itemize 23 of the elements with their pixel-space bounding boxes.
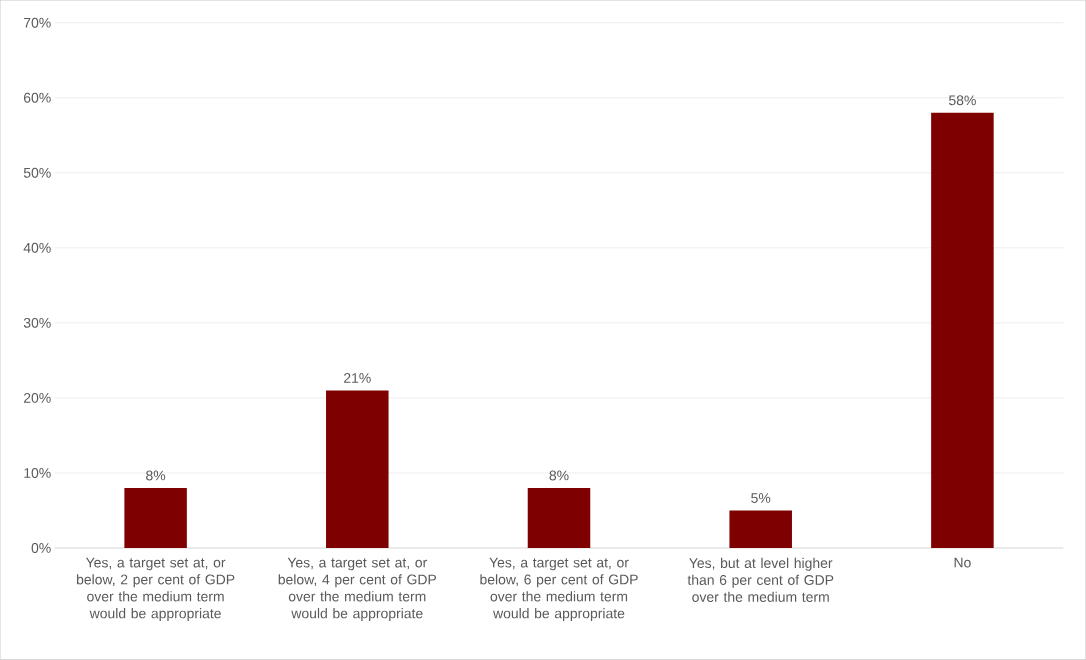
y-tick-label: 10% <box>24 468 51 479</box>
x-tick-label: No <box>954 557 971 568</box>
bar <box>931 112 994 549</box>
x-tick-label: Yes, a target set at, or below, 4 per cent of GDP over the medium term would be appropriate <box>278 557 437 622</box>
x-tick-label: Yes, but at level higher than 6 per cent of GDP over the medium term <box>687 557 834 603</box>
y-tick-label: 30% <box>23 318 51 328</box>
bar <box>326 390 389 549</box>
x-tick-label: Yes, a target set at, or below, 6 per cent of GDP over the medium term would be appropriate <box>480 557 638 622</box>
bar <box>527 488 591 549</box>
y-tick-label: 0% <box>31 543 51 554</box>
bar <box>124 488 187 549</box>
data-label: 58% <box>949 95 976 106</box>
y-tick-label: 50% <box>23 167 51 178</box>
data-label: 8% <box>146 470 166 481</box>
y-tick-label: 40% <box>23 243 51 253</box>
y-tick-label: 70% <box>24 17 51 28</box>
data-label: 8% <box>549 470 569 481</box>
y-tick-label: 60% <box>23 92 51 103</box>
y-tick-label: 20% <box>23 393 51 403</box>
bar <box>729 510 792 549</box>
data-label: 5% <box>751 493 771 504</box>
x-tick-label: Yes, a target set at, or below, 2 per cent of GDP over the medium term would be appropriate <box>76 557 235 622</box>
data-label: 21% <box>344 373 371 383</box>
